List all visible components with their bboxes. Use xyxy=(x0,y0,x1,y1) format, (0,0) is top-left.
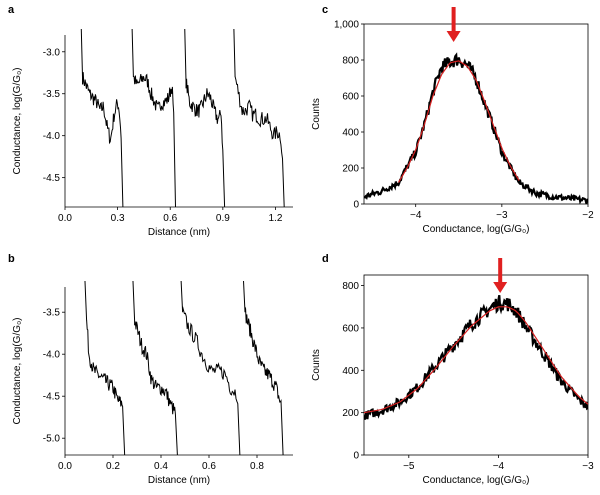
panel-b-ytick-label: -4.0 xyxy=(43,350,61,361)
panel-b-trace-4 xyxy=(243,281,284,455)
panel-c-ytick-label: 200 xyxy=(342,164,359,175)
panel-a-xtick-label: 0.3 xyxy=(111,213,125,224)
panel-c-frame xyxy=(363,23,589,205)
panel-a-ylabel: Conductance, log(G/G₀) xyxy=(12,68,23,175)
panel-a-label: a xyxy=(8,4,15,16)
panel-c-xtick-label: −4 xyxy=(410,210,422,221)
panel-c-fit-curve xyxy=(397,60,520,183)
panel-b-xlabel: Distance (nm) xyxy=(148,475,210,486)
panel-a-xtick-label: 1.2 xyxy=(269,213,283,224)
panel-c-ytick-label: 0 xyxy=(353,200,359,211)
panel-a-xlabel: Distance (nm) xyxy=(148,227,210,238)
panel-c-ytick-label: 600 xyxy=(342,92,359,103)
panel-c-label: c xyxy=(322,4,328,16)
panel-d-arrow-head xyxy=(493,282,508,293)
panel-d-xtick-label: −4 xyxy=(493,461,505,472)
panel-a-trace-2 xyxy=(131,29,176,207)
panel-a-trace-1 xyxy=(80,29,124,207)
panel-b-xtick-label: 0.4 xyxy=(154,461,168,472)
panel-a-ytick-label: -4.0 xyxy=(43,131,61,142)
panel-c-ytick-label: 1,000 xyxy=(334,20,359,31)
panel-d-xlabel: Conductance, log(G/G₀) xyxy=(423,475,530,486)
panel-d-ytick-label: 600 xyxy=(342,323,359,334)
panel-b-trace-3 xyxy=(180,281,241,455)
panel-c-ytick-label: 800 xyxy=(342,56,359,67)
panel-b-ylabel: Conductance, log(G/G₀) xyxy=(12,318,23,425)
panel-a-ytick-label: -4.5 xyxy=(43,173,61,184)
panel-d-xtick-label: −3 xyxy=(582,461,594,472)
panel-d-ytick-label: 200 xyxy=(342,408,359,419)
panel-d-ylabel: Counts xyxy=(311,349,322,381)
panel-c-histogram xyxy=(364,52,588,204)
panel-d-frame xyxy=(363,274,589,456)
panel-b-label: b xyxy=(8,253,15,265)
panel-a-xtick-label: 0.6 xyxy=(163,213,177,224)
panel-c-ylabel: Counts xyxy=(311,98,322,130)
panel-b-xtick-label: 0.0 xyxy=(58,461,72,472)
panel-d-ytick-label: 0 xyxy=(353,451,359,462)
panel-d-ytick-label: 400 xyxy=(342,366,359,377)
panel-b-xtick-label: 0.2 xyxy=(106,461,120,472)
panel-b-xtick-label: 0.6 xyxy=(202,461,216,472)
panel-b-ytick-label: -3.5 xyxy=(43,308,61,319)
panel-d-label: d xyxy=(322,253,329,265)
panel-b-ytick-label: -5.0 xyxy=(43,434,61,445)
panel-a-xtick-label: 0.9 xyxy=(216,213,230,224)
panel-b-xtick-label: 0.8 xyxy=(250,461,264,472)
panel-a-xtick-label: 0.0 xyxy=(58,213,72,224)
panel-d-fit-curve xyxy=(364,306,588,414)
panel-c-ytick-label: 400 xyxy=(342,128,359,139)
panel-b-trace-1 xyxy=(84,281,126,455)
panel-b-ytick-label: -4.5 xyxy=(43,392,61,403)
panel-a-ytick-label: -3.5 xyxy=(43,89,61,100)
panel-a-trace-4 xyxy=(233,29,285,207)
panel-b-trace-2 xyxy=(132,281,178,455)
panel-d-histogram xyxy=(364,294,588,420)
panel-c-xtick-label: −2 xyxy=(582,210,594,221)
panel-c-arrow-head xyxy=(446,31,461,42)
panel-d-ytick-label: 800 xyxy=(342,281,359,292)
panel-a-ytick-label: -3.0 xyxy=(43,47,61,58)
panel-d-xtick-label: −5 xyxy=(403,461,415,472)
panel-c-xtick-label: −3 xyxy=(496,210,508,221)
panel-a-trace-3 xyxy=(184,29,226,207)
panel-c-xlabel: Conductance, log(G/G₀) xyxy=(423,224,530,235)
